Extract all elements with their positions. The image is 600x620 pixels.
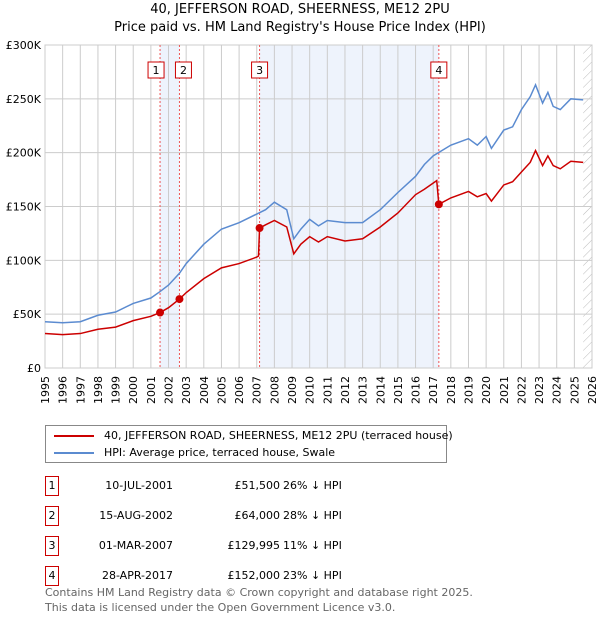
legend-swatch-blue [54, 451, 94, 454]
x-tick-label: 2008 [268, 376, 281, 404]
plot-border [44, 44, 593, 369]
sale-marker-label: 1 [153, 64, 160, 77]
sale-row: 4 28-APR-2017 £152,000 23% ↓ HPI [45, 566, 445, 586]
sale-marker-label: 4 [435, 64, 442, 77]
x-tick-label: 2023 [533, 376, 546, 404]
sale-number: 4 [45, 566, 59, 586]
sale-point [255, 224, 264, 233]
sale-price: £129,995 [227, 539, 281, 552]
legend-item-property: 40, JEFFERSON ROAD, SHEERNESS, ME12 2PU … [54, 429, 453, 442]
legend-label: 40, JEFFERSON ROAD, SHEERNESS, ME12 2PU … [104, 429, 453, 442]
footer-licence: This data is licensed under the Open Gov… [45, 601, 396, 614]
sale-date: 10-JUL-2001 [105, 479, 173, 492]
legend-swatch-red [54, 434, 94, 437]
x-tick-label: 2020 [480, 376, 493, 404]
x-tick-label: 2013 [357, 376, 370, 404]
y-tick-label: £0 [27, 362, 41, 375]
y-tick-label: £150K [6, 201, 42, 214]
x-tick-label: 2005 [215, 376, 228, 404]
x-tick-label: 2004 [198, 376, 211, 404]
x-tick-label: 2021 [498, 376, 511, 404]
x-tick-label: 2002 [163, 376, 176, 404]
x-tick-label: 1997 [74, 376, 87, 404]
sale-number: 2 [45, 506, 59, 526]
sale-point [175, 295, 184, 304]
x-tick-label: 2016 [410, 376, 423, 404]
y-tick-label: £100K [6, 254, 42, 267]
sale-date: 15-AUG-2002 [99, 509, 173, 522]
x-tick-label: 1998 [92, 376, 105, 404]
hpi-line [44, 82, 584, 324]
legend-item-hpi: HPI: Average price, terraced house, Swal… [54, 446, 335, 459]
x-tick-label: 2026 [586, 376, 599, 404]
sale-marker-box [430, 61, 448, 79]
x-tick-label: 2022 [515, 376, 528, 404]
sale-number: 3 [45, 536, 59, 556]
x-tick-label: 2006 [233, 376, 246, 404]
chart-title: 40, JEFFERSON ROAD, SHEERNESS, ME12 2PU [150, 2, 450, 17]
x-tick-label: 2017 [427, 376, 440, 404]
x-tick-label: 2001 [145, 376, 158, 404]
x-tick-label: 2015 [392, 376, 405, 404]
sale-marker-box [147, 61, 165, 79]
sale-price: £51,500 [234, 479, 281, 492]
x-tick-label: 2024 [551, 376, 564, 404]
price-chart: 1995 1996 1997 1998 1999 2000 2001 2002 2003 2004… [6, 39, 599, 404]
sale-point [434, 200, 443, 209]
x-tick-label: 2010 [304, 376, 317, 404]
sale-number: 1 [45, 476, 59, 496]
x-tick-label: 2019 [462, 376, 475, 404]
sale-price: £152,000 [227, 569, 281, 582]
x-tick-label: 2011 [321, 376, 334, 404]
sale-date: 01-MAR-2007 [98, 539, 173, 552]
x-tick-label: 2012 [339, 376, 352, 404]
sale-point [156, 308, 165, 317]
x-tick-label: 2014 [374, 376, 387, 404]
x-tick-label: 2025 [568, 376, 581, 404]
x-tick-label: 2000 [127, 376, 140, 404]
sale-hpi-diff: 26% ↓ HPI [283, 479, 342, 492]
footer-copyright: Contains HM Land Registry data © Crown c… [45, 586, 473, 599]
y-tick-label: £300K [6, 39, 42, 52]
y-tick-label: £250K [6, 93, 42, 106]
x-tick-label: 2009 [286, 376, 299, 404]
legend: 40, JEFFERSON ROAD, SHEERNESS, ME12 2PU … [45, 425, 453, 463]
x-tick-label: 2007 [251, 376, 264, 404]
sale-marker-box [174, 61, 192, 79]
y-tick-label: £50K [13, 308, 42, 321]
sale-row: 3 01-MAR-2007 £129,995 11% ↓ HPI [45, 536, 445, 556]
price-paid-line [44, 148, 584, 336]
sale-hpi-diff: 23% ↓ HPI [283, 569, 342, 582]
x-tick-label: 2003 [180, 376, 193, 404]
sale-date: 28-APR-2017 [101, 569, 173, 582]
legend-label: HPI: Average price, terraced house, Swal… [104, 446, 336, 459]
x-tick-label: 2018 [445, 376, 458, 404]
sale-row: 2 15-AUG-2002 £64,000 28% ↓ HPI [45, 506, 445, 526]
sale-hpi-diff: 11% ↓ HPI [283, 539, 342, 552]
sale-marker-label: 2 [180, 64, 187, 77]
sale-marker-box [251, 61, 269, 79]
sale-price: £64,000 [234, 509, 281, 522]
x-tick-label: 1999 [110, 376, 123, 404]
sale-row: 1 10-JUL-2001 £51,500 26% ↓ HPI [45, 476, 445, 496]
chart-subtitle: Price paid vs. HM Land Registry's House … [114, 20, 486, 35]
sale-marker-label: 3 [256, 64, 263, 77]
y-tick-label: £200K [6, 147, 42, 160]
sale-hpi-diff: 28% ↓ HPI [283, 509, 342, 522]
x-tick-label: 1996 [57, 376, 70, 404]
x-tick-label: 1995 [39, 376, 52, 404]
